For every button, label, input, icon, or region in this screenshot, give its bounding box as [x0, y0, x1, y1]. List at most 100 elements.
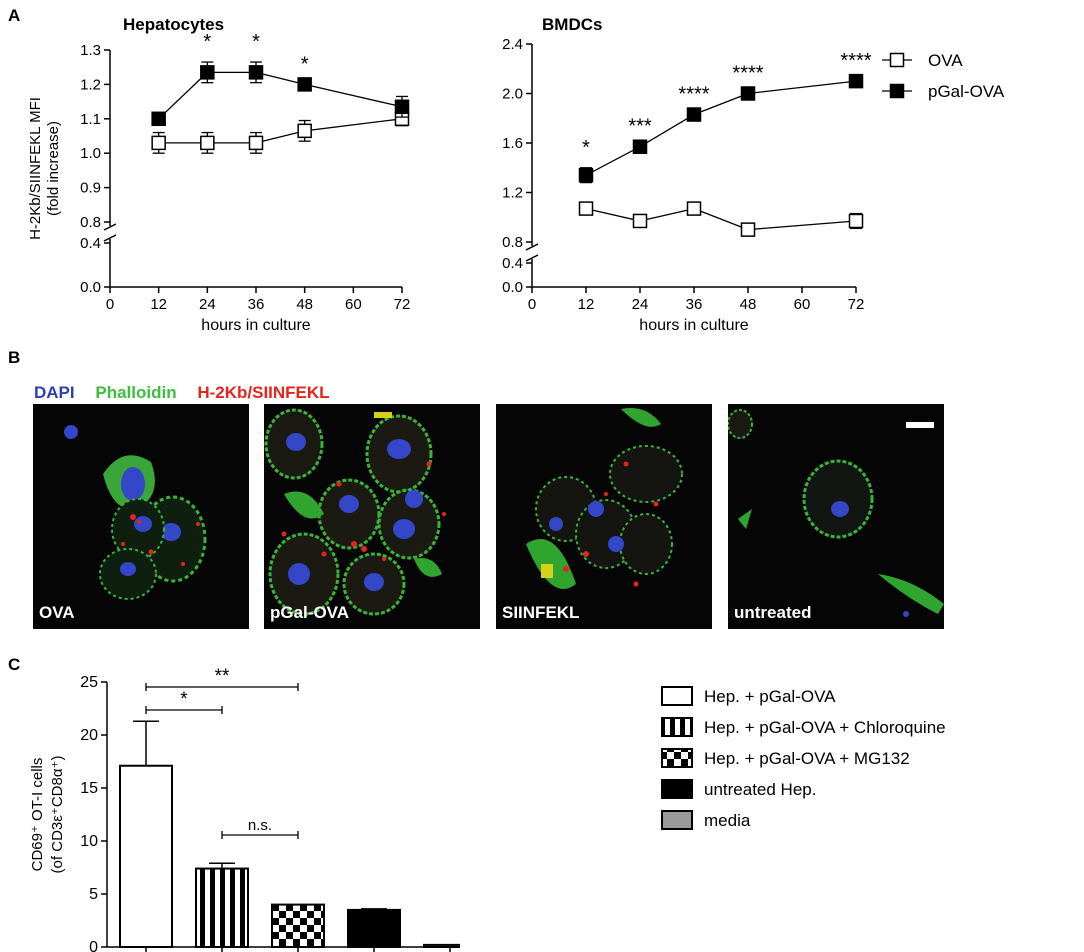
y-tick-label: 0.8: [502, 234, 523, 251]
data-point-OVA: [151, 135, 166, 151]
significance-label: ***: [628, 116, 652, 138]
legend-label: Hep. + pGal-OVA + MG132: [704, 749, 910, 768]
significance-label: n.s.: [248, 817, 272, 834]
y-tick-label: 2.0: [502, 86, 523, 103]
data-point-pGal-OVA: [740, 86, 756, 101]
significance-label: *: [301, 53, 309, 75]
y-tick-label: 1.1: [80, 111, 101, 128]
x-tick-label: 60: [794, 296, 811, 313]
legend-swatch: [661, 717, 693, 737]
series-line-pGal-OVA: [158, 71, 208, 120]
series-line-pGal-OVA: [255, 71, 305, 86]
bar: [195, 867, 249, 948]
axis-break-mark: [103, 223, 117, 231]
legend-marker: [889, 83, 905, 99]
legend-label: Hep. + pGal-OVA: [704, 687, 836, 706]
legend-marker: [889, 52, 905, 68]
data-point-pGal-OVA: [248, 65, 264, 80]
x-tick-label: 72: [394, 296, 411, 313]
data-point-pGal-OVA: [394, 99, 410, 115]
microscopy-row: OVA pGal-OVA: [0, 404, 1084, 629]
x-tick-label: 36: [248, 296, 265, 313]
cells-illustration: [264, 408, 446, 616]
series-line-pGal-OVA: [304, 83, 403, 108]
x-tick-label: 12: [578, 296, 595, 313]
data-point-pGal-OVA: [151, 111, 166, 127]
micro-image-untreated: untreated: [728, 404, 944, 629]
data-point-OVA: [632, 213, 648, 229]
stain-label-phalloidin: Phalloidin: [95, 383, 177, 402]
y-tick-label: 0.0: [502, 279, 523, 296]
significance-label: ****: [732, 63, 763, 85]
legend-label: media: [704, 811, 751, 830]
data-point-OVA: [686, 201, 702, 216]
y-tick-label: 0.9: [80, 180, 101, 197]
micro-label-siinfekl: SIINFEKL: [502, 603, 580, 622]
chart-title: Hepatocytes: [123, 15, 224, 34]
data-point-OVA: [848, 213, 864, 229]
series-line-OVA: [693, 207, 749, 231]
y-tick-label: 5: [89, 886, 98, 903]
micro-label-ova: OVA: [39, 603, 75, 622]
bar: [271, 903, 325, 949]
y-tick-label: 20: [80, 727, 98, 744]
x-tick-label: 36: [686, 296, 703, 313]
x-tick-label: 12: [150, 296, 167, 313]
significance-label: ****: [840, 50, 871, 72]
data-point-OVA: [200, 135, 215, 151]
significance-label: *: [582, 137, 590, 159]
line-chart-legend: OVA pGal-OVA: [882, 51, 1005, 101]
cells-illustration: [64, 425, 207, 600]
legend-swatch: [661, 810, 693, 830]
y-tick-label: 15: [80, 780, 98, 797]
bar-chart-legend: Hep. + pGal-OVA Hep. + pGal-OVA + Chloroq…: [661, 686, 946, 830]
legend-swatch: [661, 748, 693, 768]
micro-label-pgal-ova: pGal-OVA: [270, 603, 350, 622]
y-axis-label: (of CD3ε⁺CD8α⁺): [49, 756, 66, 874]
legend-label: untreated Hep.: [704, 780, 816, 799]
legend-swatch: [661, 686, 693, 706]
significance-label: *: [252, 31, 260, 53]
panel-letter-a: A: [8, 6, 21, 25]
data-point-OVA: [297, 123, 312, 139]
micro-label-untreated: untreated: [734, 603, 812, 622]
y-tick-label: 0.8: [80, 214, 101, 231]
cells-illustration: [526, 408, 683, 589]
hepatocytes-chart: Hepatocytes 0.8 0.9 1.0 1.1 1.2 1.3 0.0 0.4 0 12 24…: [27, 15, 411, 334]
micro-image-pgal-ova: pGal-OVA: [264, 404, 480, 629]
cd69-bar-chart: 0 5 10 15 20 25 CD69⁺ OT-I cells (of CD3ε⁺CD8α⁺…: [29, 666, 460, 952]
y-tick-label: 1.6: [502, 135, 523, 152]
data-point-OVA: [248, 135, 264, 151]
x-tick-label: 24: [632, 296, 649, 313]
series-line-pGal-OVA: [747, 80, 857, 95]
legend-swatch: [661, 779, 693, 799]
series-line-OVA: [255, 130, 305, 144]
micro-image-ova: OVA: [33, 404, 249, 629]
scale-bar: [906, 422, 934, 428]
y-axis-label: H-2Kb/SIINFEKL MFI: [27, 97, 44, 240]
series-line-OVA: [304, 118, 403, 132]
y-tick-label: 0.4: [502, 255, 523, 272]
x-tick-label: 0: [528, 296, 536, 313]
data-point-pGal-OVA: [632, 139, 648, 154]
data-point-pGal-OVA: [686, 107, 702, 122]
axis-break-mark: [525, 254, 539, 262]
x-axis-label: hours in culture: [201, 317, 310, 334]
bar: [119, 764, 173, 948]
y-tick-label: 2.4: [502, 36, 523, 53]
data-point-pGal-OVA: [200, 65, 215, 80]
y-tick-label: 1.2: [502, 185, 523, 202]
data-point-OVA: [578, 201, 594, 216]
y-tick-label: 0.4: [80, 235, 101, 252]
series-line-pGal-OVA: [693, 92, 749, 116]
y-tick-label: 1.3: [80, 42, 101, 59]
stain-label-dapi: DAPI: [34, 383, 75, 402]
cells-illustration: [728, 409, 944, 617]
x-tick-label: 72: [848, 296, 865, 313]
y-tick-label: 0.0: [80, 279, 101, 296]
series-line-OVA: [585, 207, 641, 222]
legend-label: pGal-OVA: [928, 82, 1005, 101]
chart-title: BMDCs: [542, 15, 602, 34]
significance-label: *: [180, 689, 188, 710]
panel-letter-c: C: [8, 655, 21, 674]
